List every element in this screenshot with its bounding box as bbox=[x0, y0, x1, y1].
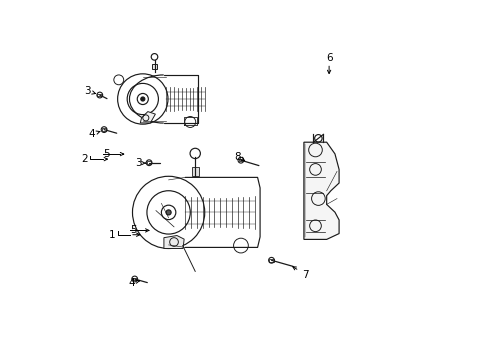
Text: 6: 6 bbox=[325, 53, 332, 63]
Text: 1: 1 bbox=[109, 230, 116, 240]
Text: 4: 4 bbox=[128, 278, 135, 288]
Text: 3: 3 bbox=[135, 158, 142, 168]
Polygon shape bbox=[163, 235, 184, 248]
Text: 3: 3 bbox=[84, 86, 90, 96]
Polygon shape bbox=[140, 112, 155, 123]
Text: 8: 8 bbox=[234, 152, 241, 162]
Polygon shape bbox=[191, 167, 199, 176]
Polygon shape bbox=[303, 142, 338, 239]
Bar bbox=[146, 161, 151, 164]
Bar bbox=[132, 278, 137, 280]
Text: 4: 4 bbox=[89, 129, 95, 139]
Bar bbox=[97, 94, 102, 96]
Text: 2: 2 bbox=[81, 154, 88, 164]
Text: 7: 7 bbox=[301, 270, 307, 280]
Text: 5: 5 bbox=[103, 149, 109, 159]
Bar bbox=[102, 129, 106, 131]
Polygon shape bbox=[152, 64, 156, 69]
Bar bbox=[238, 159, 243, 161]
Circle shape bbox=[166, 210, 171, 215]
Bar bbox=[268, 259, 273, 261]
Text: 5: 5 bbox=[130, 225, 137, 235]
Circle shape bbox=[141, 97, 144, 101]
